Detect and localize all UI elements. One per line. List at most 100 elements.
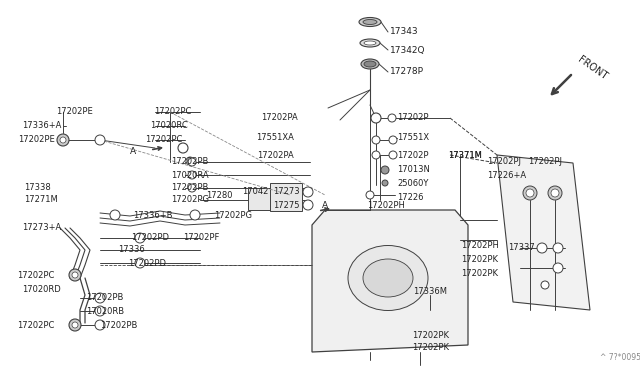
Circle shape <box>188 184 196 192</box>
Circle shape <box>72 272 78 278</box>
Text: 17371M: 17371M <box>448 151 482 160</box>
Text: 17202PB: 17202PB <box>171 157 209 167</box>
Circle shape <box>371 113 381 123</box>
Polygon shape <box>497 155 590 310</box>
Circle shape <box>553 263 563 273</box>
Text: 17202PG: 17202PG <box>171 196 209 205</box>
Text: 17275: 17275 <box>273 201 300 209</box>
Text: 17202PK: 17202PK <box>412 330 449 340</box>
Text: 17202PC: 17202PC <box>154 108 191 116</box>
Circle shape <box>190 210 200 220</box>
Text: 17202PC: 17202PC <box>17 270 54 279</box>
Ellipse shape <box>364 61 376 67</box>
Circle shape <box>95 320 105 330</box>
Text: 17202PG: 17202PG <box>214 211 252 219</box>
Circle shape <box>551 189 559 197</box>
Circle shape <box>95 135 105 145</box>
Text: 17280: 17280 <box>207 192 233 201</box>
Text: 17042: 17042 <box>242 187 268 196</box>
Text: 17202PC: 17202PC <box>145 135 182 144</box>
Circle shape <box>303 187 313 197</box>
Circle shape <box>69 269 81 281</box>
Text: 17202PJ: 17202PJ <box>487 157 521 167</box>
Text: 17202PC: 17202PC <box>17 321 54 330</box>
Text: 25060Y: 25060Y <box>397 179 428 187</box>
Text: ^ 7?*0095: ^ 7?*0095 <box>600 353 640 362</box>
Text: 17278P: 17278P <box>390 67 424 77</box>
Ellipse shape <box>363 259 413 297</box>
Ellipse shape <box>359 17 381 26</box>
Text: 17551X: 17551X <box>397 134 429 142</box>
Text: 17202PK: 17202PK <box>461 256 498 264</box>
Text: 17202P: 17202P <box>397 151 429 160</box>
Text: 17013N: 17013N <box>397 166 430 174</box>
Text: 17336+B: 17336+B <box>133 211 173 219</box>
Text: 17336+A: 17336+A <box>22 122 61 131</box>
Circle shape <box>135 258 145 268</box>
Circle shape <box>526 189 534 197</box>
Circle shape <box>381 166 389 174</box>
Text: 17336M: 17336M <box>413 288 447 296</box>
Text: 17020RB: 17020RB <box>86 307 124 315</box>
Text: 17202PH: 17202PH <box>367 202 405 211</box>
Text: 17273: 17273 <box>273 187 300 196</box>
Ellipse shape <box>363 19 377 25</box>
Text: 17202PB: 17202PB <box>86 294 124 302</box>
Text: 17202PK: 17202PK <box>461 269 498 278</box>
Text: 17226: 17226 <box>397 193 424 202</box>
Circle shape <box>57 134 69 146</box>
Bar <box>270 183 302 211</box>
Circle shape <box>95 293 105 303</box>
Text: 17343: 17343 <box>390 28 419 36</box>
Text: 17020RD: 17020RD <box>22 285 61 295</box>
Circle shape <box>303 200 313 210</box>
Text: A: A <box>322 202 328 211</box>
Circle shape <box>541 281 549 289</box>
Text: 17202PA: 17202PA <box>257 151 294 160</box>
Bar <box>248 188 276 210</box>
Circle shape <box>553 243 563 253</box>
Ellipse shape <box>348 246 428 311</box>
Circle shape <box>72 322 78 328</box>
Text: 17271M: 17271M <box>24 196 58 205</box>
Circle shape <box>366 191 374 199</box>
Text: 17371M: 17371M <box>448 151 482 160</box>
Text: 17337: 17337 <box>508 244 535 253</box>
Circle shape <box>389 151 397 159</box>
Circle shape <box>188 171 196 179</box>
Text: 17202PK: 17202PK <box>412 343 449 353</box>
Text: 17226+A: 17226+A <box>487 171 526 180</box>
Text: 17202PA: 17202PA <box>261 113 298 122</box>
Circle shape <box>60 137 66 143</box>
Text: 17202PB: 17202PB <box>171 183 209 192</box>
Circle shape <box>382 180 388 186</box>
Text: 17202PE: 17202PE <box>18 135 55 144</box>
Text: 17338: 17338 <box>24 183 51 192</box>
Text: 17202PF: 17202PF <box>183 234 220 243</box>
Ellipse shape <box>361 59 379 69</box>
Text: 17202PE: 17202PE <box>56 108 92 116</box>
Text: 17202PD: 17202PD <box>131 234 169 243</box>
Circle shape <box>389 136 397 144</box>
Circle shape <box>388 114 396 122</box>
Circle shape <box>69 319 81 331</box>
Text: 17336: 17336 <box>118 246 145 254</box>
Circle shape <box>178 143 188 153</box>
Circle shape <box>537 243 547 253</box>
Text: 17551XA: 17551XA <box>256 134 294 142</box>
Ellipse shape <box>360 39 380 47</box>
Text: 17202PH: 17202PH <box>461 241 499 250</box>
Text: 17202PJ: 17202PJ <box>528 157 562 167</box>
Circle shape <box>188 158 196 166</box>
Text: A: A <box>130 148 136 157</box>
Ellipse shape <box>364 41 376 45</box>
Text: 17202PD: 17202PD <box>128 259 166 267</box>
Circle shape <box>135 233 145 243</box>
Circle shape <box>548 186 562 200</box>
Text: 17202PB: 17202PB <box>100 321 138 330</box>
Circle shape <box>372 151 380 159</box>
Circle shape <box>372 136 380 144</box>
Circle shape <box>523 186 537 200</box>
Text: 17020RC: 17020RC <box>150 122 188 131</box>
Text: 17342Q: 17342Q <box>390 45 426 55</box>
